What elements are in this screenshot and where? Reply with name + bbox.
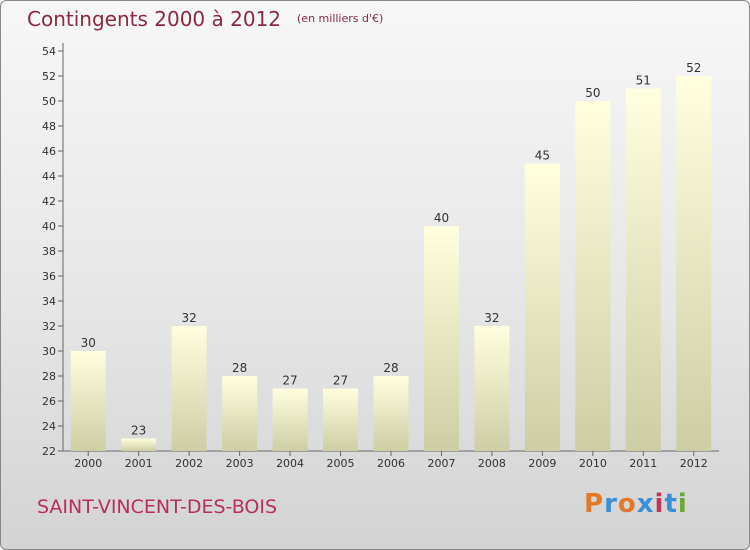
y-tick-label: 54 (42, 45, 56, 58)
data-label: 52 (686, 61, 701, 75)
y-tick-label: 46 (42, 145, 56, 158)
x-tick-label: 2006 (377, 457, 405, 470)
x-tick-label: 2007 (427, 457, 455, 470)
x-tick-label: 2008 (478, 457, 506, 470)
x-tick-label: 2003 (226, 457, 254, 470)
y-tick-label: 48 (42, 120, 56, 133)
x-tick-label: 2005 (327, 457, 355, 470)
chart-title: Contingents 2000 à 2012 (en milliers d'€) (27, 7, 383, 31)
data-label: 27 (333, 374, 348, 388)
y-tick-label: 32 (42, 320, 56, 333)
x-tick-label: 2009 (528, 457, 556, 470)
data-label: 30 (81, 336, 96, 350)
y-tick-label: 52 (42, 70, 56, 83)
y-tick-label: 42 (42, 195, 56, 208)
x-tick-label: 2012 (680, 457, 708, 470)
data-label: 50 (585, 86, 600, 100)
y-tick-label: 24 (42, 420, 56, 433)
y-tick-label: 40 (42, 220, 56, 233)
y-tick-label: 28 (42, 370, 56, 383)
bar (373, 376, 409, 451)
bar (272, 388, 308, 451)
y-tick-label: 22 (42, 445, 56, 458)
data-label: 40 (434, 211, 449, 225)
x-tick-label: 2010 (579, 457, 607, 470)
logo-letter: t (664, 489, 678, 519)
bar (524, 163, 560, 451)
y-tick-label: 26 (42, 395, 56, 408)
bar (676, 76, 712, 451)
x-tick-label: 2004 (276, 457, 304, 470)
y-tick-label: 50 (42, 95, 56, 108)
bar (70, 351, 106, 451)
y-tick-label: 30 (42, 345, 56, 358)
bar (625, 88, 661, 451)
y-tick-label: 34 (42, 295, 56, 308)
data-label: 32 (484, 311, 499, 325)
x-tick-label: 2000 (74, 457, 102, 470)
data-label: 51 (636, 74, 651, 88)
place-name: SAINT-VINCENT-DES-BOIS (37, 496, 278, 518)
x-tick-label: 2002 (175, 457, 203, 470)
proxiti-logo[interactable]: Proxiti (584, 489, 688, 519)
data-label: 27 (282, 374, 297, 388)
bar (171, 326, 207, 451)
chart-subtitle: (en milliers d'€) (297, 12, 384, 25)
chart-title-text: Contingents 2000 à 2012 (27, 7, 282, 31)
y-tick-label: 38 (42, 245, 56, 258)
logo-letter: x (636, 489, 655, 519)
logo-letter: r (604, 489, 618, 519)
bar (121, 438, 157, 451)
data-label: 28 (232, 361, 247, 375)
y-tick-label: 36 (42, 270, 56, 283)
bar (323, 388, 359, 451)
y-tick-label: 44 (42, 170, 56, 183)
data-label: 23 (131, 424, 146, 438)
data-label: 45 (535, 149, 550, 163)
data-label: 28 (383, 361, 398, 375)
bar (474, 326, 510, 451)
logo-letter: P (584, 489, 605, 519)
logo-letter: i (654, 489, 665, 519)
bar (423, 226, 459, 451)
logo-letter: i (677, 489, 688, 519)
bar (222, 376, 258, 451)
logo-letter: o (617, 489, 637, 519)
x-tick-label: 2011 (629, 457, 657, 470)
data-label: 32 (182, 311, 197, 325)
x-tick-label: 2001 (125, 457, 153, 470)
bar (575, 101, 611, 451)
